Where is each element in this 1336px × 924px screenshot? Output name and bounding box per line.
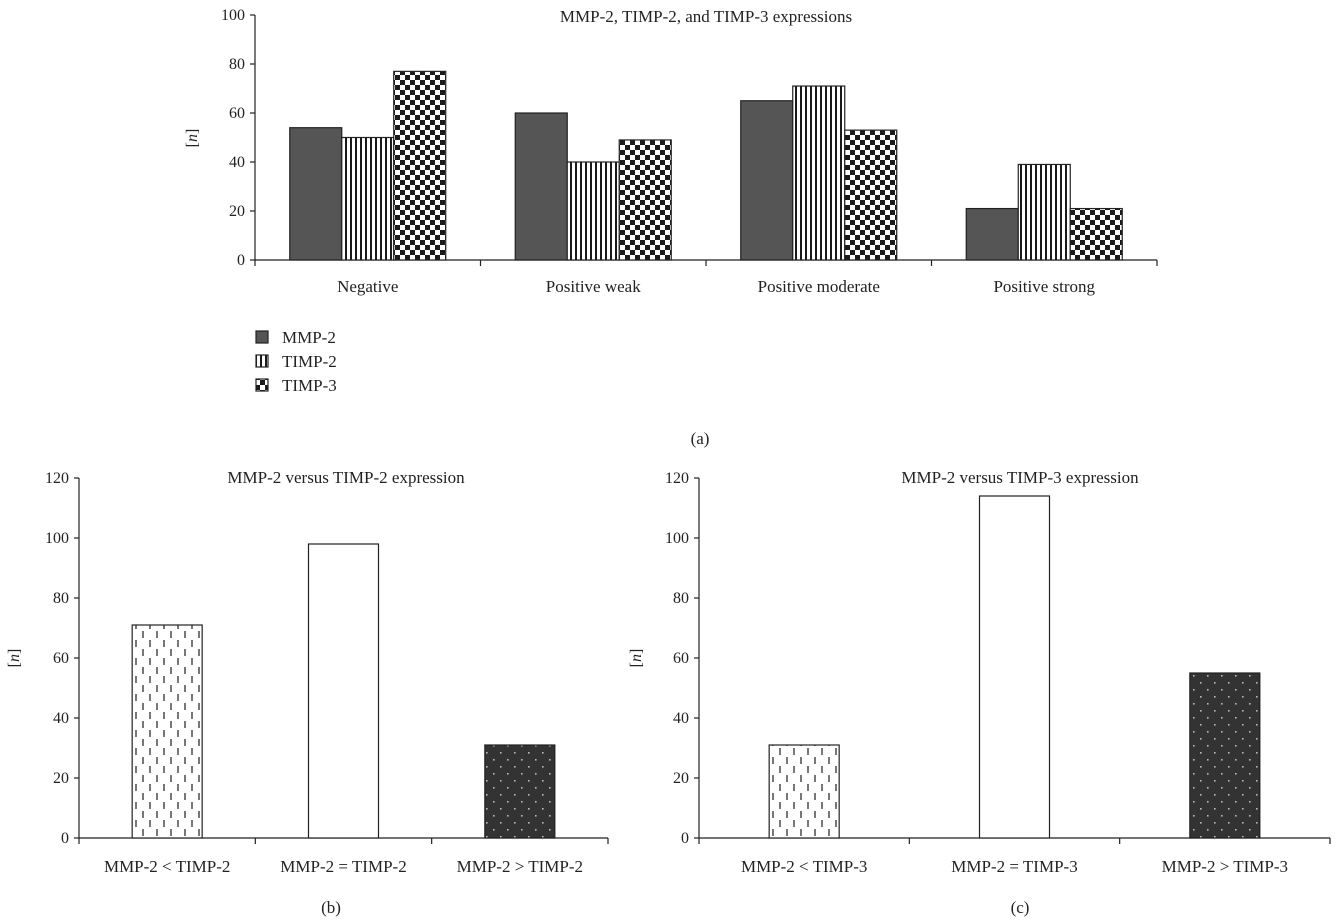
panel-caption: (b) xyxy=(321,898,341,917)
y-tick-label: 60 xyxy=(229,105,245,122)
bar-mmp-2-2 xyxy=(740,100,794,261)
y-tick-label: 40 xyxy=(229,154,245,171)
y-tick-label: 100 xyxy=(665,530,689,547)
bar-timp-2-3 xyxy=(1017,163,1071,261)
legend: MMP-2 TIMP-2 TIMP-3 xyxy=(255,328,337,395)
panel-caption: (a) xyxy=(691,429,710,448)
y-axis-label: [n] xyxy=(184,129,201,148)
y-tick-label: 40 xyxy=(673,710,689,727)
legend-label: MMP-2 xyxy=(282,328,336,347)
legend-swatch-mmp-2 xyxy=(255,330,269,344)
y-axis-label: [n] xyxy=(628,649,645,668)
y-tick-label: 100 xyxy=(45,530,69,547)
legend-swatch-timp-3 xyxy=(255,378,269,392)
y-tick-label: 120 xyxy=(665,470,689,487)
category-label: Positive weak xyxy=(546,277,641,296)
chart-title: MMP-2, TIMP-2, and TIMP-3 expressions xyxy=(560,7,852,26)
bar-2 xyxy=(1189,672,1261,839)
bar-2 xyxy=(484,744,556,839)
bar-timp-2-2 xyxy=(792,85,846,261)
category-label: Positive moderate xyxy=(758,277,880,296)
y-tick-label: 0 xyxy=(61,830,69,847)
legend-label: TIMP-3 xyxy=(282,376,337,395)
category-label: Positive strong xyxy=(993,277,1095,296)
category-label: MMP-2 < TIMP-2 xyxy=(104,857,230,876)
bar-timp-3-2 xyxy=(844,129,898,261)
bar-mmp-2-3 xyxy=(965,207,1019,261)
category-label: Negative xyxy=(337,277,398,296)
y-tick-label: 60 xyxy=(673,650,689,667)
chart-b: 0 20 40 60 80 100 120 MMP-2 < TIMP-2 MMP-2 = TIM… xyxy=(6,468,609,917)
bar-timp-3-3 xyxy=(1069,207,1123,261)
bar-mmp-2-0 xyxy=(289,127,343,261)
y-tick-label: 80 xyxy=(673,590,689,607)
legend-label: TIMP-2 xyxy=(282,352,337,371)
y-tick-label: 20 xyxy=(229,203,245,220)
y-tick-label: 0 xyxy=(237,252,245,269)
category-label: MMP-2 = TIMP-2 xyxy=(280,857,406,876)
y-tick-label: 120 xyxy=(45,470,69,487)
y-tick-label: 60 xyxy=(53,650,69,667)
bar-0 xyxy=(131,624,203,839)
bar-1 xyxy=(978,495,1051,839)
bar-1 xyxy=(307,543,380,839)
y-tick-label: 20 xyxy=(673,770,689,787)
y-tick-label: 80 xyxy=(53,590,69,607)
bar-mmp-2-1 xyxy=(514,112,568,261)
chart-title: MMP-2 versus TIMP-3 expression xyxy=(901,468,1139,487)
chart-title: MMP-2 versus TIMP-2 expression xyxy=(227,468,465,487)
category-label: MMP-2 > TIMP-3 xyxy=(1162,857,1288,876)
category-label: MMP-2 = TIMP-3 xyxy=(951,857,1077,876)
panel-caption: (c) xyxy=(1011,898,1030,917)
y-tick-label: 0 xyxy=(681,830,689,847)
category-label: MMP-2 > TIMP-2 xyxy=(457,857,583,876)
y-tick-label: 40 xyxy=(53,710,69,727)
y-tick-label: 20 xyxy=(53,770,69,787)
legend-swatch-timp-2 xyxy=(255,354,269,368)
bar-0 xyxy=(768,744,840,839)
chart-c: 0 20 40 60 80 100 120 MMP-2 < TIMP-3 MMP-2 = TIM… xyxy=(628,468,1331,917)
category-label: MMP-2 < TIMP-3 xyxy=(741,857,867,876)
bar-timp-3-0 xyxy=(393,70,447,261)
bar-timp-2-1 xyxy=(566,161,620,261)
bar-timp-2-0 xyxy=(341,136,395,261)
y-tick-label: 80 xyxy=(229,56,245,73)
y-tick-label: 100 xyxy=(221,7,245,24)
chart-a: 0 20 40 60 80 100 Negative Positive weak Positiv… xyxy=(184,7,1158,448)
y-axis-label: [n] xyxy=(6,649,23,668)
bar-timp-3-1 xyxy=(618,139,672,261)
